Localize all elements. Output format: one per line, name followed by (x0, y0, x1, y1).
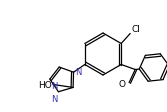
Text: N: N (51, 81, 57, 90)
Text: O: O (118, 79, 125, 88)
Text: Cl: Cl (131, 24, 140, 33)
Text: N: N (51, 94, 57, 103)
Text: N: N (75, 67, 82, 76)
Text: HO: HO (38, 80, 52, 89)
